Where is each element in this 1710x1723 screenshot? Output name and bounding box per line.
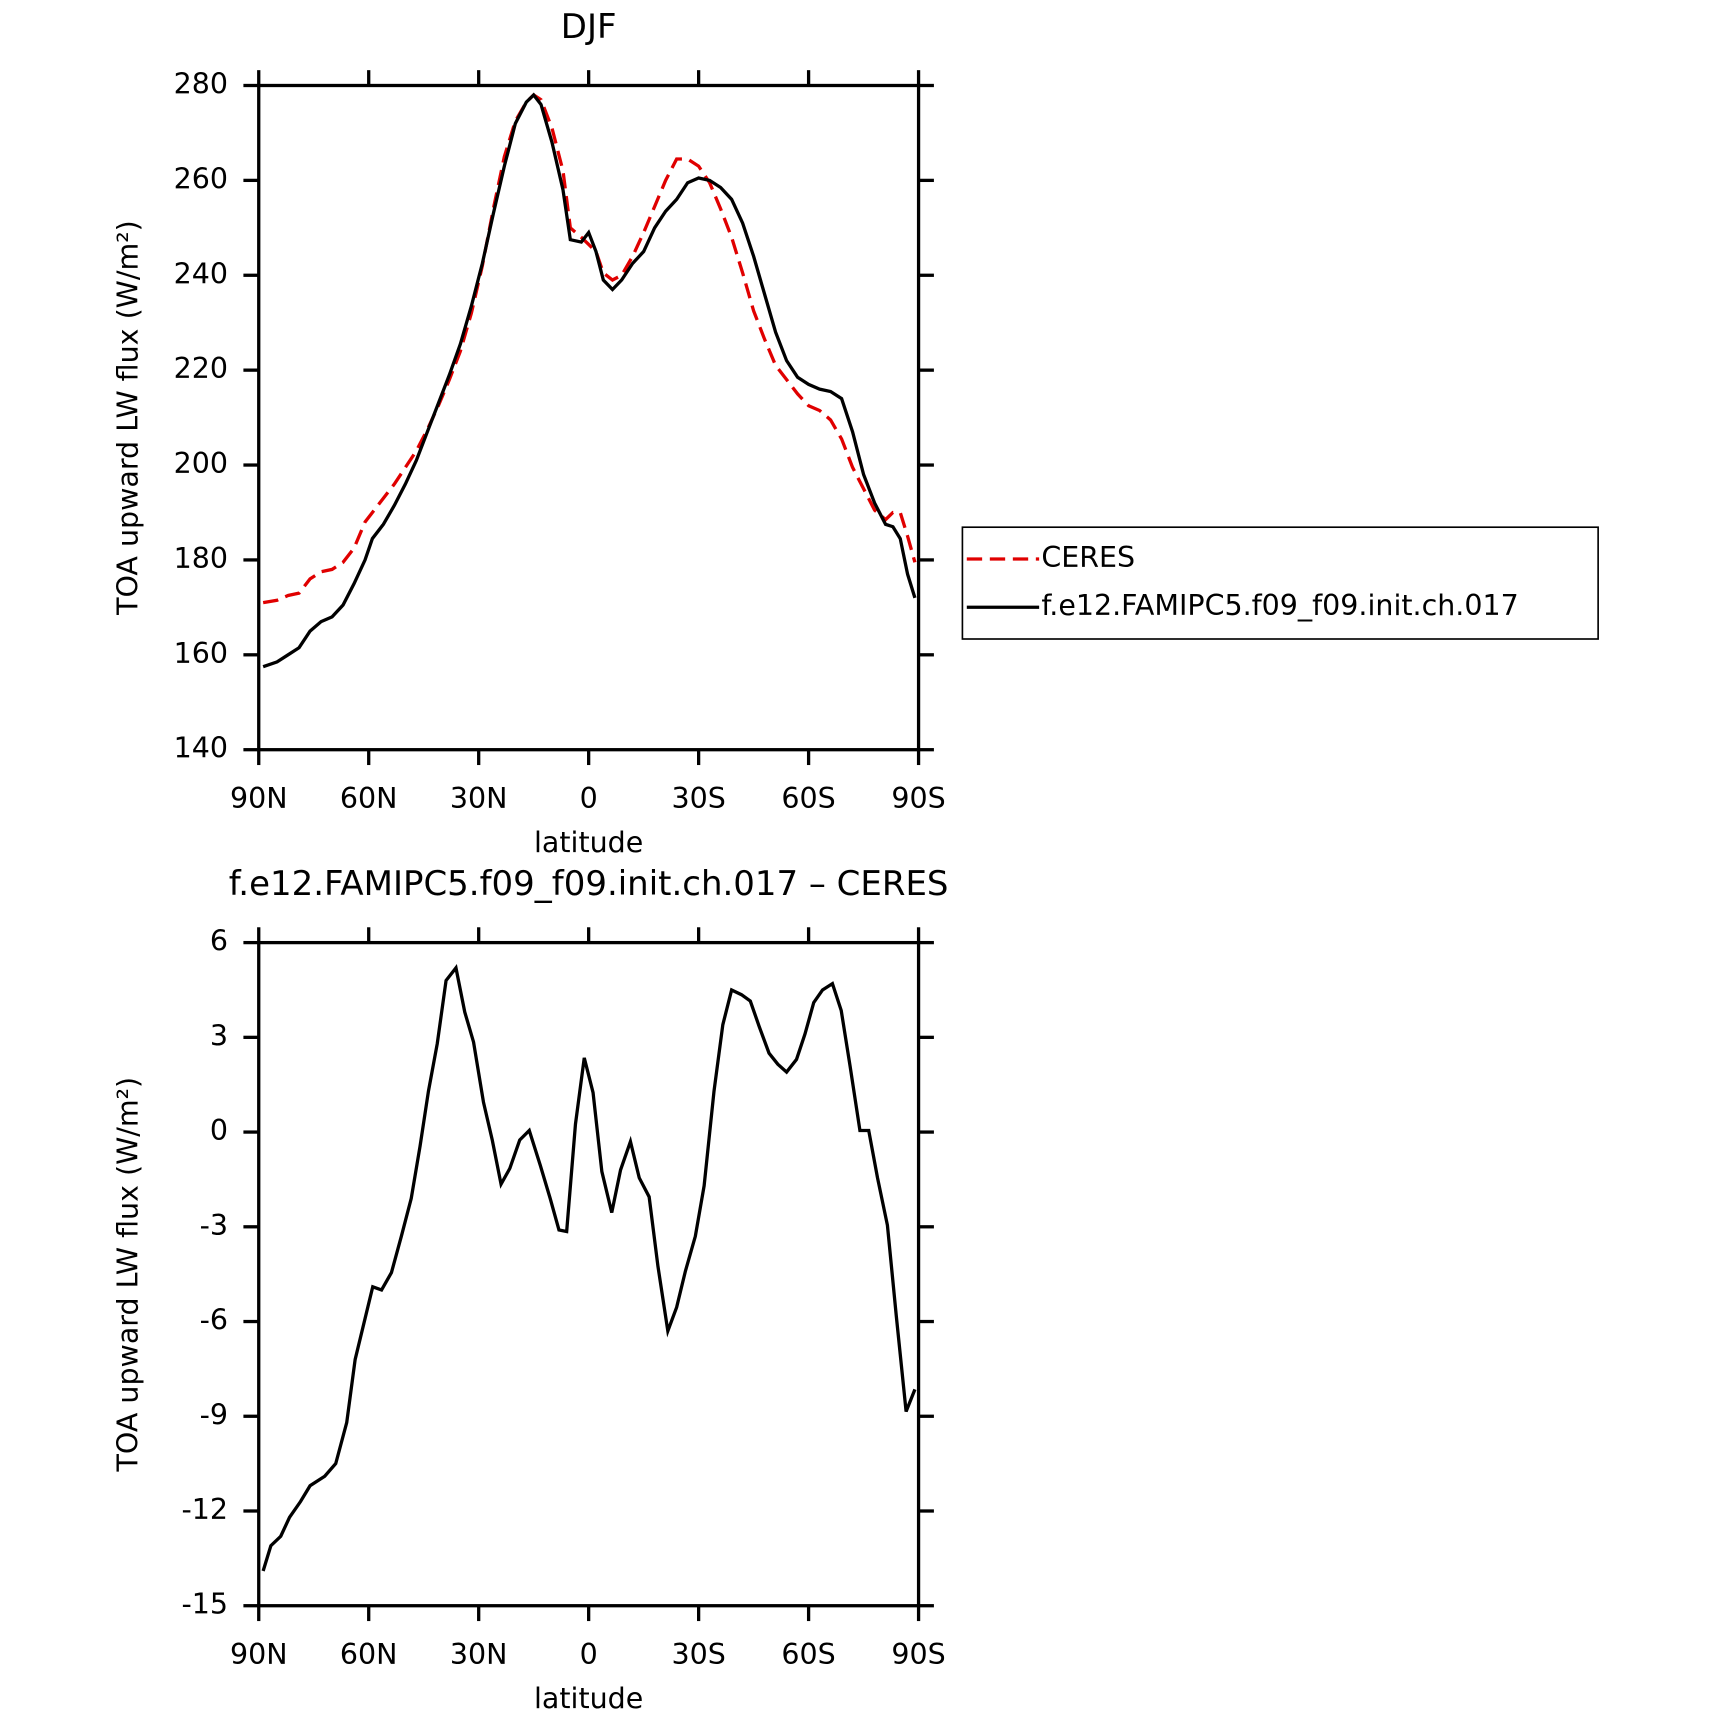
- x-tick-label: 60N: [340, 1638, 398, 1671]
- y-tick-label: -6: [200, 1304, 228, 1337]
- x-axis-label: latitude: [534, 826, 643, 859]
- series-line: [262, 92, 917, 605]
- x-tick-label: 0: [580, 782, 598, 815]
- y-tick-label: 140: [174, 732, 228, 765]
- y-tick-label: 220: [174, 352, 228, 385]
- y-tick-label: 240: [174, 257, 228, 290]
- x-tick-label: 90S: [891, 782, 945, 815]
- y-tick-label: 180: [174, 542, 228, 575]
- x-axis-label: latitude: [534, 1682, 643, 1715]
- y-tick-label: 260: [174, 162, 228, 195]
- y-tick-label: 0: [210, 1114, 228, 1147]
- y-axis-label: TOA upward LW flux (W/m²): [111, 220, 144, 616]
- chart-title: DJF: [561, 7, 617, 47]
- x-tick-label: 90N: [230, 1638, 288, 1671]
- series-line: [262, 92, 917, 669]
- x-tick-label: 60S: [781, 1638, 835, 1671]
- legend-label: f.e12.FAMIPC5.f09_f09.init.ch.017: [1041, 589, 1518, 622]
- plot-frame: [257, 940, 921, 1608]
- y-tick-label: 6: [210, 925, 228, 958]
- x-tick-label: 60N: [340, 782, 398, 815]
- x-tick-label: 30N: [450, 782, 508, 815]
- plot-frame: [257, 83, 921, 752]
- x-tick-label: 30S: [671, 782, 725, 815]
- x-tick-label: 90S: [891, 1638, 945, 1671]
- series-line: [261, 964, 917, 1572]
- y-tick-label: 3: [210, 1019, 228, 1052]
- legend-label: CERES: [1041, 541, 1135, 574]
- y-tick-label: 200: [174, 447, 228, 480]
- y-tick-label: 280: [174, 67, 228, 100]
- x-tick-label: 0: [580, 1638, 598, 1671]
- x-tick-label: 90N: [230, 782, 288, 815]
- x-tick-label: 30N: [450, 1638, 508, 1671]
- y-tick-label: 160: [174, 637, 228, 670]
- y-axis-label: TOA upward LW flux (W/m²): [111, 1077, 144, 1473]
- y-tick-label: -9: [200, 1398, 228, 1431]
- y-tick-label: -15: [182, 1588, 229, 1621]
- x-tick-label: 30S: [671, 1638, 725, 1671]
- y-tick-label: -12: [182, 1493, 229, 1526]
- chart-title: f.e12.FAMIPC5.f09_f09.init.ch.017 – CERE…: [229, 864, 949, 904]
- legend-box: [961, 526, 1599, 640]
- x-tick-label: 60S: [781, 782, 835, 815]
- y-tick-label: -3: [200, 1209, 228, 1242]
